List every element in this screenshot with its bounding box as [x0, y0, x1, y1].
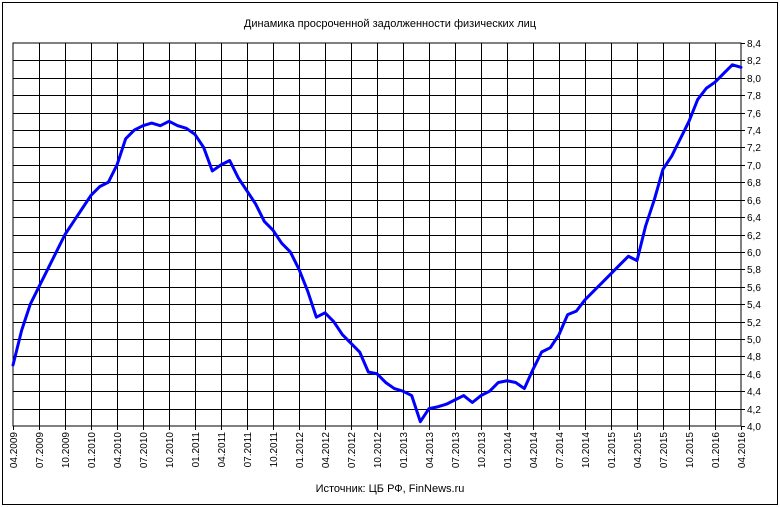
x-tick-label: 07.2013 [451, 432, 462, 469]
y-tick-label: 6,8 [747, 178, 761, 189]
x-tick-label: 07.2009 [35, 432, 46, 469]
x-tick-label: 04.2012 [321, 432, 332, 469]
grid [12, 42, 742, 427]
x-axis: 04.2009 07.2009 10.2009 01.2010 04.2010 07.20… [9, 426, 748, 468]
y-tick-label: 4,8 [747, 352, 761, 363]
y-tick-label: 4,6 [747, 370, 761, 381]
x-tick-label: 04.2013 [425, 432, 436, 469]
y-tick-label: 4,0 [747, 422, 761, 433]
y-tick-label: 4,4 [747, 387, 761, 398]
y-tick-label: 6,6 [747, 196, 761, 207]
y-tick-label: 6,4 [747, 213, 761, 224]
x-tick-label: 07.2011 [243, 432, 254, 468]
x-tick-label: 07.2014 [555, 432, 566, 469]
y-tick-label: 7,8 [747, 91, 761, 102]
y-tick-label: 7,2 [747, 143, 761, 154]
y-tick-label: 7,6 [747, 109, 761, 120]
y-tick-label: 6,2 [747, 231, 761, 242]
x-tick-label: 10.2010 [165, 432, 176, 469]
y-tick-label: 5,8 [747, 265, 761, 276]
x-tick-label: 10.2012 [373, 432, 384, 469]
x-tick-label: 04.2009 [9, 432, 20, 469]
y-tick-label: 8,2 [747, 56, 761, 67]
y-tick-label: 5,6 [747, 283, 761, 294]
x-tick-label: 10.2015 [685, 432, 696, 469]
x-tick-label: 01.2010 [87, 432, 98, 469]
x-tick-label: 01.2016 [711, 432, 722, 469]
x-tick-label: 04.2011 [217, 432, 228, 468]
x-tick-label: 10.2014 [581, 432, 592, 469]
y-axis: 4,0 4,2 4,4 4,6 4,8 5,0 5,2 5,4 5,6 5,8 6,0 6,2 6,4 6… [741, 39, 761, 433]
x-tick-label: 01.2012 [295, 432, 306, 469]
x-tick-label: 04.2014 [529, 432, 540, 469]
chart-title: Динамика просроченной задолженности физи… [243, 18, 537, 30]
y-tick-label: 5,0 [747, 335, 761, 346]
series [11, 63, 743, 424]
y-tick-label: 6,0 [747, 248, 761, 259]
series-line [11, 63, 743, 424]
x-tick-label: 01.2011 [191, 432, 202, 468]
y-tick-label: 5,2 [747, 318, 761, 329]
x-tick-label: 10.2013 [477, 432, 488, 469]
y-tick-label: 8,4 [747, 39, 761, 50]
y-tick-label: 5,4 [747, 300, 761, 311]
x-tick-label: 04.2016 [737, 432, 748, 469]
x-tick-label: 07.2012 [347, 432, 358, 469]
x-tick-label: 01.2014 [503, 432, 514, 469]
chart-source: Источник: ЦБ РФ, FinNews.ru [315, 483, 465, 495]
y-tick-label: 7,4 [747, 126, 761, 137]
y-tick-label: 7,0 [747, 161, 761, 172]
y-tick-label: 4,2 [747, 405, 761, 416]
y-tick-label: 8,0 [747, 74, 761, 85]
x-tick-label: 04.2015 [633, 432, 644, 469]
x-tick-label: 01.2015 [607, 432, 618, 469]
x-tick-label: 07.2015 [659, 432, 670, 469]
x-tick-label: 10.2011 [269, 432, 280, 468]
x-tick-label: 01.2013 [399, 432, 410, 469]
x-tick-label: 04.2010 [113, 432, 124, 469]
x-tick-label: 10.2009 [61, 432, 72, 469]
x-tick-label: 07.2010 [139, 432, 150, 469]
